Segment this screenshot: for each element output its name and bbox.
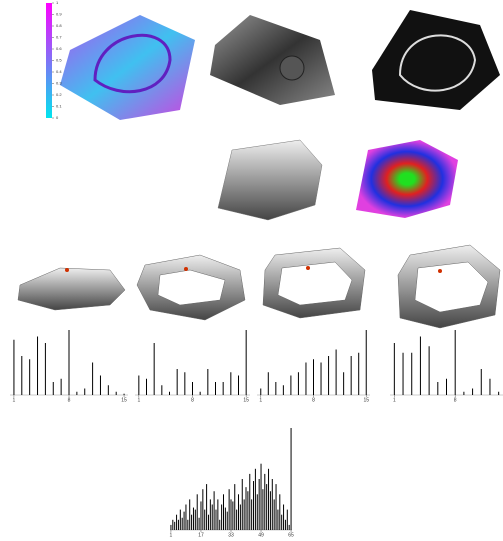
colorbar-tick-label: 0.3 <box>56 81 62 86</box>
mesh-flat <box>18 268 125 310</box>
x-tick-label: 8 <box>191 397 194 403</box>
marker <box>438 269 442 273</box>
colorbar-tick-label: 0.7 <box>56 35 62 40</box>
colorbar-tick-label: 1 <box>56 0 59 5</box>
x-tick-label: 8 <box>68 397 71 403</box>
surface-bump <box>280 56 304 80</box>
x-tick-label: 1 <box>137 397 140 403</box>
colorbar-tick-label: 0.8 <box>56 23 62 28</box>
x-tick-label: 1 <box>259 397 262 403</box>
mesh-gray <box>218 140 322 220</box>
figure: 0 0.1 0.2 0.3 0.4 0.5 0.6 0.7 0.8 0.9 1 1 8 15 1 8 15 1 8 1… <box>0 0 503 541</box>
x-tick-label: 15 <box>121 397 127 403</box>
ring-3 <box>398 245 500 328</box>
x-tick-label: 1 <box>170 532 173 538</box>
x-tick-label: 8 <box>454 397 457 403</box>
x-tick-label: 15 <box>243 397 249 403</box>
x-tick-label: 33 <box>228 532 234 538</box>
colorbar-tick-label: 0.2 <box>56 92 62 97</box>
ring-1 <box>137 255 245 320</box>
colorbar-tick-label: 0.1 <box>56 104 62 109</box>
x-tick-label: 8 <box>312 397 315 403</box>
colorbar-tick-label: 0.4 <box>56 69 62 74</box>
surface-colored <box>60 15 195 120</box>
x-tick-label: 49 <box>258 532 264 538</box>
marker <box>184 267 188 271</box>
marker <box>306 266 310 270</box>
marker <box>65 268 69 272</box>
surface-gray <box>210 15 335 105</box>
colorbar-tick-label: 0.6 <box>56 46 62 51</box>
colorbar-tick-label: 0.9 <box>56 12 62 17</box>
colorbar-tick-label: 0 <box>56 115 59 120</box>
surface-edges <box>372 10 500 110</box>
x-tick-label: 17 <box>198 532 204 538</box>
x-tick-label: 15 <box>363 397 369 403</box>
x-tick-label: 1 <box>393 397 396 403</box>
colorbar <box>46 3 52 118</box>
x-tick-label: 65 <box>288 532 294 538</box>
mesh-colored <box>356 140 458 218</box>
x-tick-label: 1 <box>13 397 16 403</box>
ring-2 <box>263 248 365 318</box>
colorbar-tick-label: 0.5 <box>56 58 62 63</box>
renderings <box>18 10 500 328</box>
